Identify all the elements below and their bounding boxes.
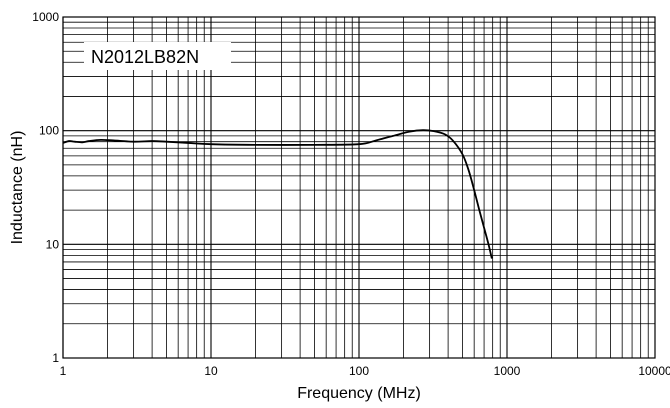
x-axis-label: Frequency (MHz)	[297, 385, 421, 402]
y-tick-label: 100	[39, 124, 59, 138]
x-tick-label: 10	[204, 364, 218, 378]
x-tick-label: 1000	[494, 364, 521, 378]
x-tick-labels: 1 10 100 1000 10000	[60, 364, 670, 378]
series-line-0	[62, 129, 493, 259]
x-tick-label: 1	[60, 364, 67, 378]
x-tick-label: 100	[349, 364, 369, 378]
plot-border	[62, 16, 656, 359]
y-tick-label: 1000	[32, 10, 59, 24]
y-tick-label: 10	[46, 237, 60, 251]
series-layer	[62, 129, 493, 259]
x-tick-label: 10000	[638, 364, 670, 378]
part-number-label-box	[84, 42, 231, 70]
part-number-annotation: N2012LB82N	[84, 42, 231, 70]
y-tick-labels: 1 10 100 1000	[32, 10, 59, 365]
part-number-label: N2012LB82N	[91, 47, 199, 67]
y-tick-label: 1	[52, 351, 59, 365]
y-axis-label: Inductance (nH)	[9, 131, 26, 245]
grid	[62, 17, 655, 359]
